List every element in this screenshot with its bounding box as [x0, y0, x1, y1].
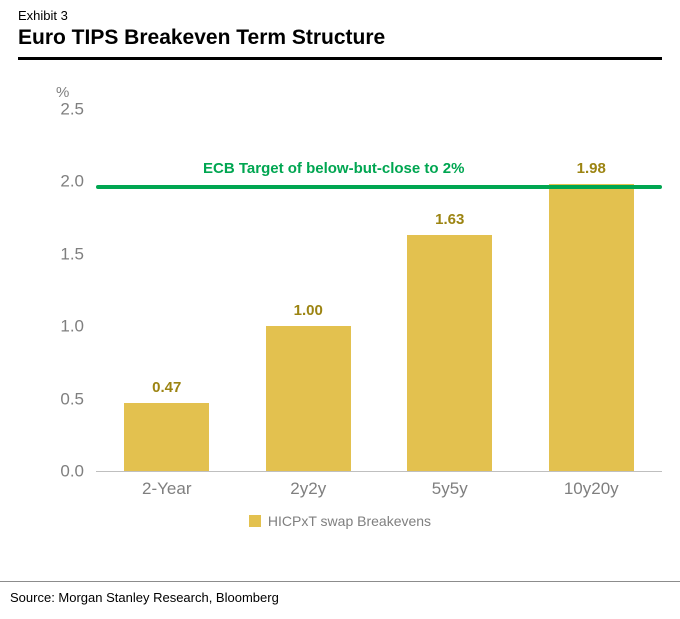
bar-value-label: 1.00 — [293, 302, 323, 320]
y-axis-unit-label: % — [56, 84, 70, 101]
exhibit-label: Exhibit 3 — [18, 8, 68, 23]
x-tick-label: 2-Year — [142, 479, 192, 498]
source-text: Source: Morgan Stanley Research, Bloombe… — [0, 581, 680, 619]
bar-value-label: 1.63 — [435, 210, 465, 228]
header: Exhibit 3 Euro TIPS Breakeven Term Struc… — [0, 0, 680, 60]
legend: HICPxT swap Breakevens — [0, 513, 680, 529]
y-tick-label: 0.0 — [60, 461, 84, 481]
x-tick-label: 10y20y — [563, 479, 619, 498]
plot-area: ECB Target of below-but-close to 2% 2.5 2… — [60, 101, 662, 480]
target-line-label: ECB Target of below-but-close to 2% — [203, 159, 465, 177]
target-line — [96, 184, 662, 189]
bar-value-label: 1.98 — [576, 160, 606, 178]
bar-2y2y — [265, 326, 351, 471]
legend-label: HICPxT swap Breakevens — [267, 513, 432, 529]
bar-5y5y — [407, 234, 493, 471]
x-axis: 2-Year 2y2y 5y5y 10y20y — [96, 479, 662, 499]
y-tick-label: 2.5 — [60, 99, 84, 119]
legend-swatch-icon — [248, 515, 261, 527]
y-tick-label: 1.5 — [60, 244, 84, 264]
y-tick-label: 2.0 — [60, 171, 84, 191]
page-title: Euro TIPS Breakeven Term Structure — [18, 26, 662, 60]
x-tick-label: 2y2y — [290, 479, 327, 498]
y-tick-label: 0.5 — [60, 389, 84, 409]
bar-2-year — [124, 402, 210, 471]
x-tick-label: 5y5y — [431, 479, 468, 498]
bar-chart: ECB Target of below-but-close to 2% 2.5 2… — [60, 101, 662, 480]
bar-value-label: 0.47 — [152, 378, 182, 396]
y-tick-label: 1.0 — [60, 316, 84, 336]
bar-10y20y — [548, 184, 634, 471]
